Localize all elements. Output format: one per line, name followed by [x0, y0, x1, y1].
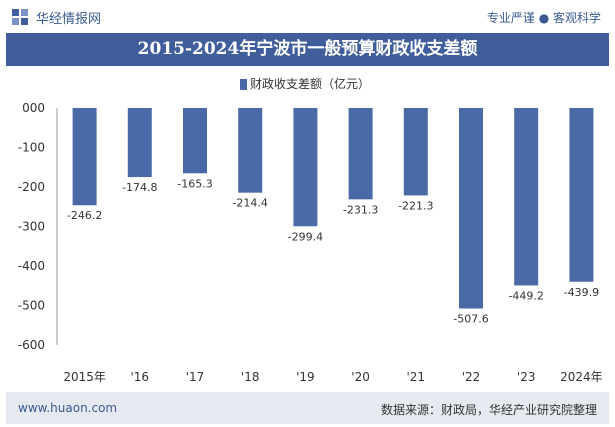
bar	[183, 108, 207, 174]
x-tick-label: '17	[186, 370, 205, 384]
x-tick-label: '16	[131, 370, 150, 384]
bar	[569, 108, 594, 282]
x-tick-label: '21	[407, 370, 426, 384]
x-tick-label: '20	[351, 370, 370, 384]
y-tick-label: -200	[18, 180, 45, 194]
data-label: -507.6	[453, 313, 488, 326]
data-label: -231.3	[343, 203, 378, 216]
x-tick-label: '22	[462, 370, 481, 384]
x-tick-label: 2024年	[560, 370, 603, 384]
bar	[459, 108, 483, 309]
data-label: -221.3	[398, 199, 433, 212]
bar	[72, 108, 97, 206]
data-label: -174.8	[122, 181, 157, 194]
slogan: 专业严谨 ● 客观科学	[486, 11, 601, 25]
huajing-logo-icon	[12, 9, 28, 25]
x-tick-label: '18	[241, 370, 260, 384]
bar	[403, 108, 428, 196]
x-tick-label: 2015年	[63, 370, 106, 384]
top-bar: 华经情报网 专业严谨 ● 客观科学	[0, 0, 615, 33]
legend-swatch	[240, 79, 247, 90]
bar	[238, 108, 263, 193]
chart-title: 2015-2024年宁波市一般预算财政收支差额	[137, 39, 478, 59]
data-label: -165.3	[177, 177, 212, 190]
bar	[127, 108, 152, 178]
data-label: -299.4	[288, 230, 323, 243]
y-tick-label: -500	[18, 299, 45, 313]
title-bar: 2015-2024年宁波市一般预算财政收支差额	[6, 33, 609, 66]
bar	[293, 108, 318, 227]
bar	[348, 108, 373, 200]
y-tick-label: 000	[22, 101, 45, 115]
footer: www.huaon.com 数据来源：财政局，华经产业研究院整理	[6, 392, 609, 424]
y-tick-label: -300	[18, 220, 45, 234]
footer-source: 数据来源：财政局，华经产业研究院整理	[380, 403, 597, 417]
y-tick-label: -100	[18, 141, 45, 155]
y-tick-label: -400	[18, 259, 45, 273]
data-label: -246.2	[67, 209, 102, 222]
brand-name: 华经情报网	[36, 12, 102, 27]
x-tick-label: '19	[296, 370, 315, 384]
footer-url[interactable]: www.huaon.com	[18, 401, 118, 415]
bar	[514, 108, 539, 286]
data-label: -214.4	[232, 197, 267, 210]
data-label: -449.2	[508, 289, 543, 302]
legend-label: 财政收支差额（亿元）	[250, 77, 371, 91]
data-label: -439.9	[564, 286, 599, 299]
x-tick-label: '23	[517, 370, 536, 384]
y-tick-label: -600	[18, 338, 45, 352]
